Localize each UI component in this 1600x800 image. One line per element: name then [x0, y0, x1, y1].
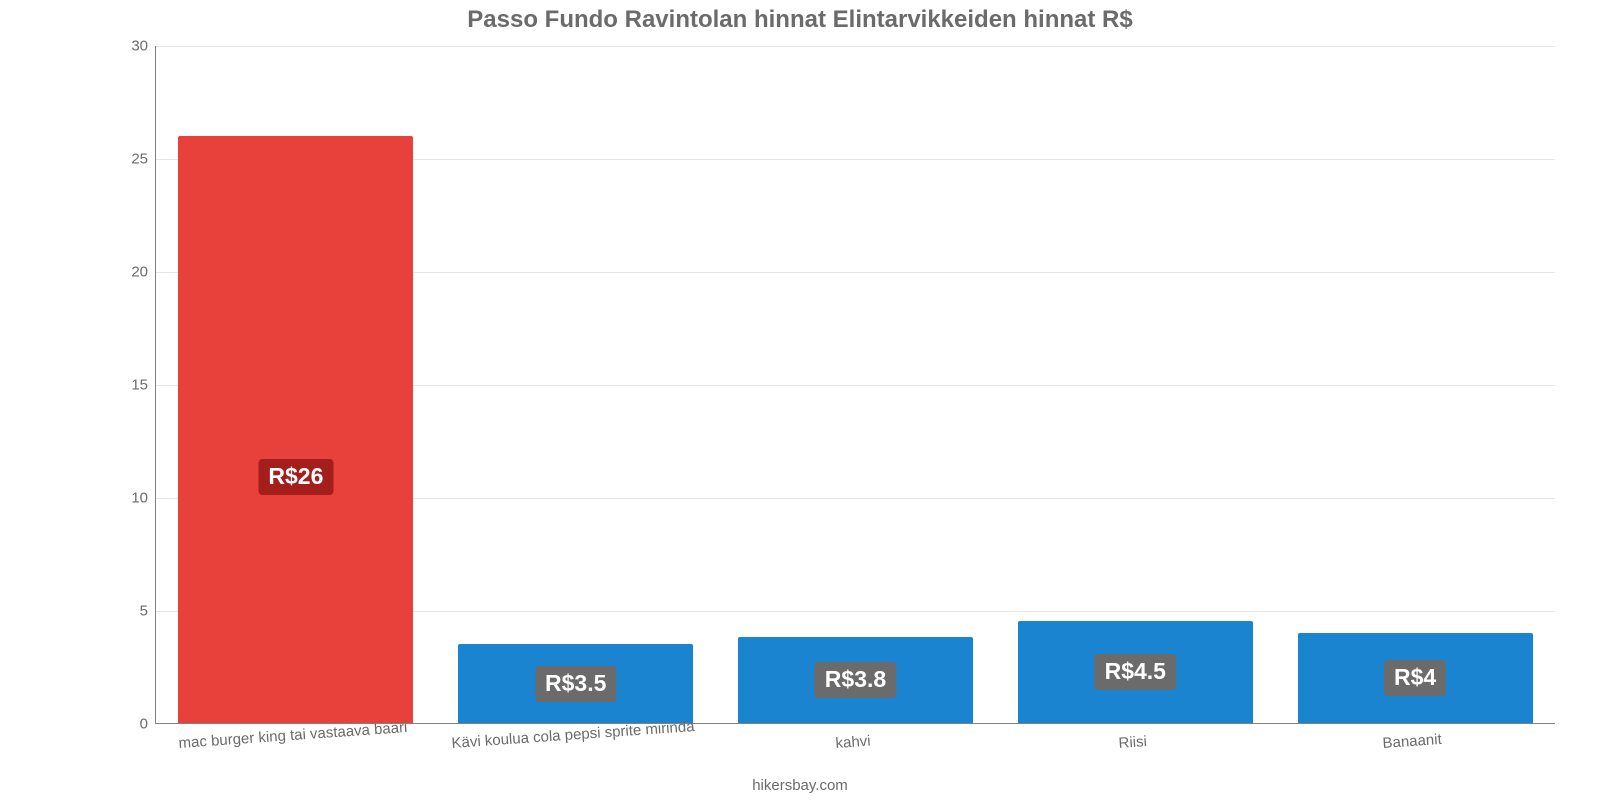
bar: R$4.5 [1018, 621, 1253, 723]
bar-value-label: R$3.8 [815, 662, 896, 698]
bar-slot: R$4.5Riisi [995, 46, 1275, 723]
y-tick-label: 25 [108, 151, 148, 168]
x-tick-label: Banaanit [1382, 731, 1442, 752]
x-tick-label: kahvi [835, 733, 871, 752]
bar-slot: R$26mac burger king tai vastaava baari [156, 46, 436, 723]
bar-value-label: R$4.5 [1095, 654, 1176, 690]
chart-title: Passo Fundo Ravintolan hinnat Elintarvik… [0, 6, 1600, 34]
x-tick-label: Riisi [1118, 733, 1147, 752]
bar-value-label: R$4 [1384, 660, 1446, 696]
x-tick-label: mac burger king tai vastaava baari [178, 719, 408, 752]
plot-area: R$26mac burger king tai vastaava baariR$… [155, 46, 1555, 724]
y-tick-label: 0 [108, 716, 148, 733]
y-tick-label: 15 [108, 377, 148, 394]
bar: R$26 [178, 136, 413, 723]
y-tick-label: 20 [108, 264, 148, 281]
bar: R$4 [1298, 633, 1533, 723]
bar-value-label: R$26 [258, 459, 333, 495]
bar-value-label: R$3.5 [535, 666, 616, 702]
bar-slot: R$4Banaanit [1275, 46, 1555, 723]
x-tick-label: Kävi koulua cola pepsi sprite mirinda [451, 718, 695, 752]
bar: R$3.5 [458, 644, 693, 723]
y-tick-label: 30 [108, 38, 148, 55]
bar: R$3.8 [738, 637, 973, 723]
chart-container: Passo Fundo Ravintolan hinnat Elintarvik… [0, 0, 1600, 800]
bar-slot: R$3.5Kävi koulua cola pepsi sprite mirin… [436, 46, 716, 723]
bars-group: R$26mac burger king tai vastaava baariR$… [156, 46, 1555, 723]
attribution-text: hikersbay.com [0, 777, 1600, 794]
y-tick-label: 5 [108, 603, 148, 620]
bar-slot: R$3.8kahvi [716, 46, 996, 723]
y-tick-label: 10 [108, 490, 148, 507]
